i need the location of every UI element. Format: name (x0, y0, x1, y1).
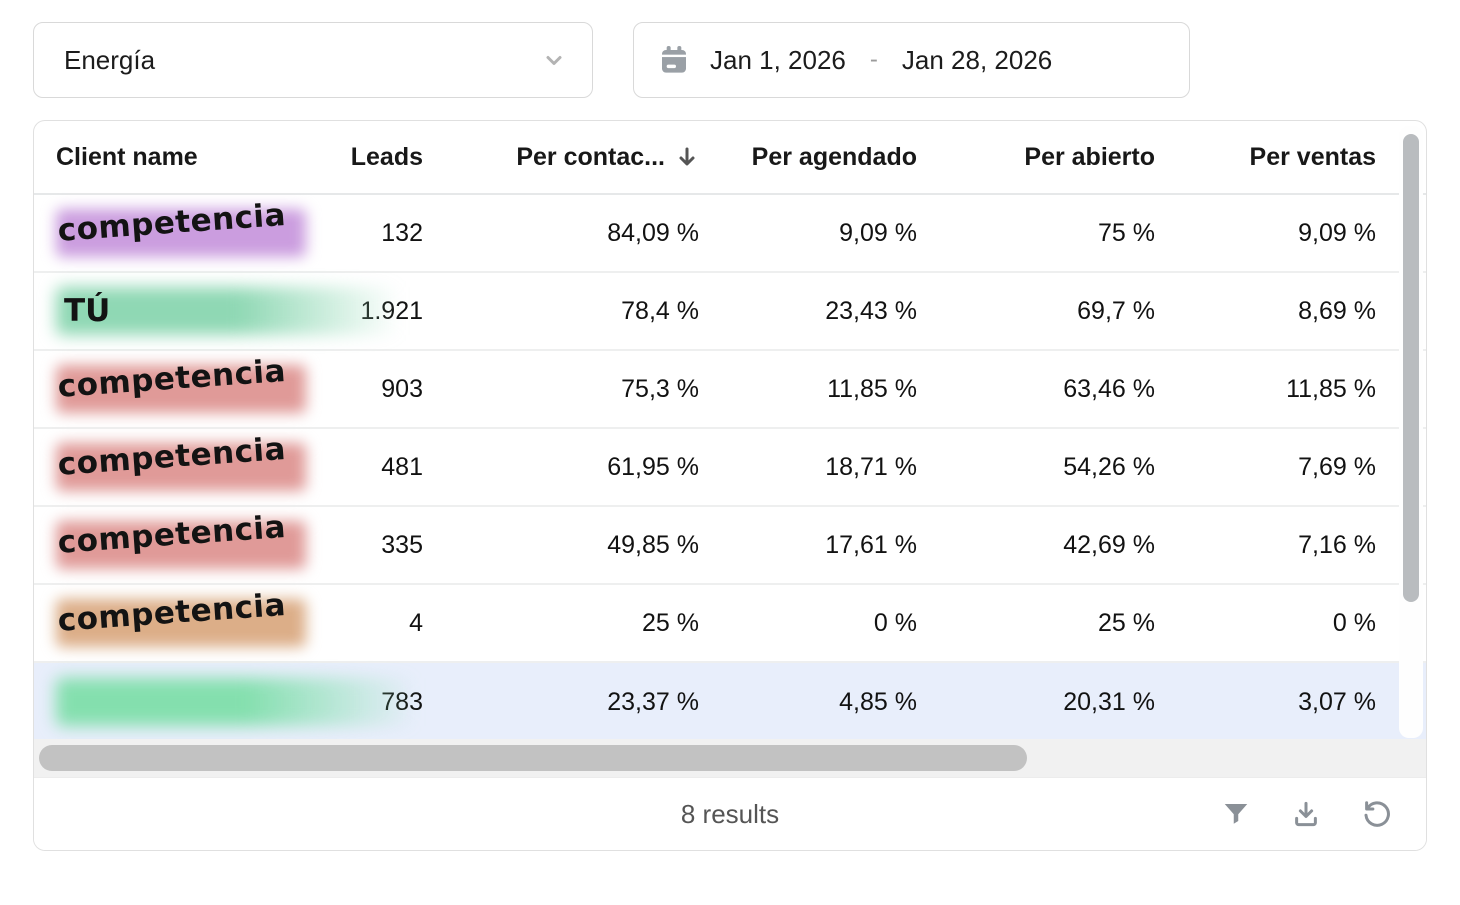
client-name-label: TÚ (64, 293, 111, 329)
redacted-client-name: competencia (56, 353, 306, 413)
table-row[interactable]: TÚ 1.921 78,4 % 23,43 % 69,7 % 8,69 % (34, 273, 1426, 351)
blur-overlay (56, 599, 306, 647)
table-row[interactable]: 783 23,37 % 4,85 % 20,31 % 3,07 % (34, 663, 1426, 741)
sort-desc-icon (679, 147, 695, 166)
per-agendado-cell: 4,85 % (839, 687, 917, 716)
horizontal-scrollbar-thumb[interactable] (39, 745, 1028, 771)
client-name-cell: competencia (34, 353, 319, 413)
filter-icon (1224, 804, 1248, 824)
column-header-per-contactado-label: Per contac... (516, 142, 665, 171)
client-name-cell: competencia (34, 431, 319, 491)
date-range-end: Jan 28, 2026 (901, 44, 1053, 75)
blur-overlay (56, 209, 306, 257)
column-header-per-contactado[interactable]: Per contac... (443, 143, 719, 172)
refresh-icon (1364, 801, 1390, 827)
table-row[interactable]: competencia 132 84,09 % 9,09 % 75 % 9,09… (34, 195, 1426, 273)
per-contactado-cell: 23,37 % (607, 687, 699, 716)
per-contactado-cell: 25 % (642, 608, 699, 637)
leads-cell: 4 (409, 608, 423, 637)
filter-button[interactable] (1220, 798, 1252, 830)
redacted-client-name: competencia (56, 197, 306, 257)
blur-overlay (56, 678, 506, 726)
leads-cell: 481 (381, 452, 423, 481)
table-row[interactable]: competencia 335 49,85 % 17,61 % 42,69 % … (34, 507, 1426, 585)
redacted-client-name: TÚ (56, 287, 486, 335)
results-table-card: Client name Leads Per contac... Per agen… (33, 120, 1427, 851)
client-name-cell: competencia (34, 197, 319, 257)
download-button[interactable] (1290, 798, 1322, 830)
blur-overlay (56, 443, 306, 491)
per-abierto-cell: 75 % (1098, 218, 1155, 247)
column-header-leads[interactable]: Leads (350, 142, 423, 171)
per-contactado-cell: 49,85 % (607, 530, 699, 559)
client-name-cell (34, 678, 506, 726)
calendar-icon (662, 46, 686, 73)
per-ventas-cell: 8,69 % (1298, 296, 1376, 325)
per-ventas-cell: 3,07 % (1298, 687, 1376, 716)
redacted-client-name (56, 678, 506, 726)
per-abierto-cell: 25 % (1098, 608, 1155, 637)
column-header-per-abierto[interactable]: Per abierto (1024, 142, 1155, 171)
per-ventas-cell: 7,16 % (1298, 530, 1376, 559)
vertical-scrollbar[interactable] (1399, 126, 1423, 738)
per-abierto-cell: 63,46 % (1063, 374, 1155, 403)
table-row[interactable]: competencia 903 75,3 % 11,85 % 63,46 % 1… (34, 351, 1426, 429)
per-agendado-cell: 9,09 % (839, 218, 917, 247)
refresh-button[interactable] (1360, 798, 1392, 830)
per-agendado-cell: 0 % (873, 608, 917, 637)
vertical-scrollbar-thumb[interactable] (1403, 134, 1419, 602)
download-icon (1295, 801, 1317, 827)
per-contactado-cell: 78,4 % (621, 296, 699, 325)
column-header-per-agendado[interactable]: Per agendado (751, 142, 917, 171)
per-abierto-cell: 20,31 % (1063, 687, 1155, 716)
toolbar: Energía Jan 1, 2026 - Jan 28, 2026 (33, 22, 1427, 98)
client-name-cell: TÚ (34, 287, 486, 335)
client-name-cell: competencia (34, 509, 319, 569)
per-abierto-cell: 42,69 % (1063, 530, 1155, 559)
table-footer: 8 results (34, 777, 1426, 850)
per-agendado-cell: 18,71 % (825, 452, 917, 481)
per-ventas-cell: 7,69 % (1298, 452, 1376, 481)
per-contactado-cell: 75,3 % (621, 374, 699, 403)
per-ventas-cell: 11,85 % (1286, 374, 1376, 403)
redacted-client-name: competencia (56, 587, 306, 647)
per-abierto-cell: 69,7 % (1077, 296, 1155, 325)
date-range-picker[interactable]: Jan 1, 2026 - Jan 28, 2026 (633, 22, 1190, 98)
blur-overlay (56, 365, 306, 413)
table-body: competencia 132 84,09 % 9,09 % 75 % 9,09… (34, 195, 1426, 741)
per-agendado-cell: 11,85 % (827, 374, 917, 403)
table-row[interactable]: competencia 481 61,95 % 18,71 % 54,26 % … (34, 429, 1426, 507)
per-ventas-cell: 9,09 % (1298, 218, 1376, 247)
redacted-client-name: competencia (56, 509, 306, 569)
horizontal-scrollbar[interactable] (34, 739, 1426, 777)
table-row[interactable]: competencia 4 25 % 0 % 25 % 0 % (34, 585, 1426, 663)
blur-overlay (56, 521, 306, 569)
per-agendado-cell: 23,43 % (825, 296, 917, 325)
column-header-per-ventas[interactable]: Per ventas (1249, 142, 1376, 171)
blur-overlay (56, 287, 486, 335)
date-range-separator: - (869, 46, 878, 73)
per-contactado-cell: 84,09 % (607, 218, 699, 247)
category-select[interactable]: Energía (33, 22, 593, 98)
leads-cell: 132 (381, 218, 423, 247)
date-range-start: Jan 1, 2026 (710, 44, 846, 75)
footer-actions (1220, 798, 1426, 830)
category-select-value: Energía (64, 44, 156, 75)
column-header-client-name[interactable]: Client name (56, 142, 198, 171)
leads-cell: 903 (381, 374, 423, 403)
client-name-cell: competencia (34, 587, 319, 647)
leads-cell: 335 (381, 530, 423, 559)
results-count: 8 results (680, 798, 780, 829)
per-agendado-cell: 17,61 % (825, 530, 917, 559)
table-header-row: Client name Leads Per contac... Per agen… (34, 121, 1426, 195)
chevron-down-icon (546, 56, 562, 65)
redacted-client-name: competencia (56, 431, 306, 491)
per-ventas-cell: 0 % (1332, 608, 1376, 637)
per-abierto-cell: 54,26 % (1063, 452, 1155, 481)
per-contactado-cell: 61,95 % (607, 452, 699, 481)
